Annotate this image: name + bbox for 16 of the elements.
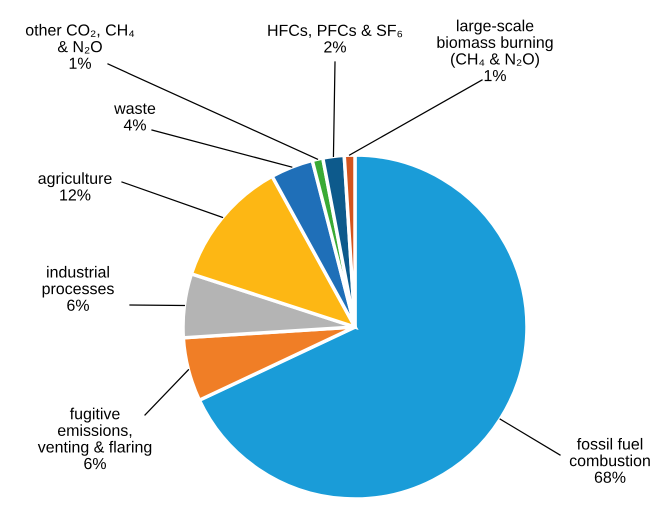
data-label: 68% [594, 472, 626, 483]
data-label: 4% [124, 119, 146, 131]
data-label: 1% [484, 70, 506, 82]
slice-label: waste [114, 103, 156, 114]
slice-label: fossil fuel combustion [570, 438, 650, 466]
slice-label: other CO₂, CH₄ & N₂O [26, 24, 134, 54]
slice-label: HFCs, PFCs & SF₆ [268, 24, 402, 38]
data-label: 12% [60, 189, 90, 201]
slice-label: fugitive emissions, venting & flaring [38, 408, 152, 456]
slice-label: large-scale biomass burning (CH₄ & N₂O) [437, 20, 553, 68]
data-label: 6% [84, 458, 106, 470]
slice-label: agriculture [38, 172, 112, 188]
data-label: 2% [324, 41, 346, 53]
slice-label: industrial processes [42, 266, 114, 298]
data-label: 6% [67, 300, 89, 311]
data-label: 1% [70, 58, 91, 69]
